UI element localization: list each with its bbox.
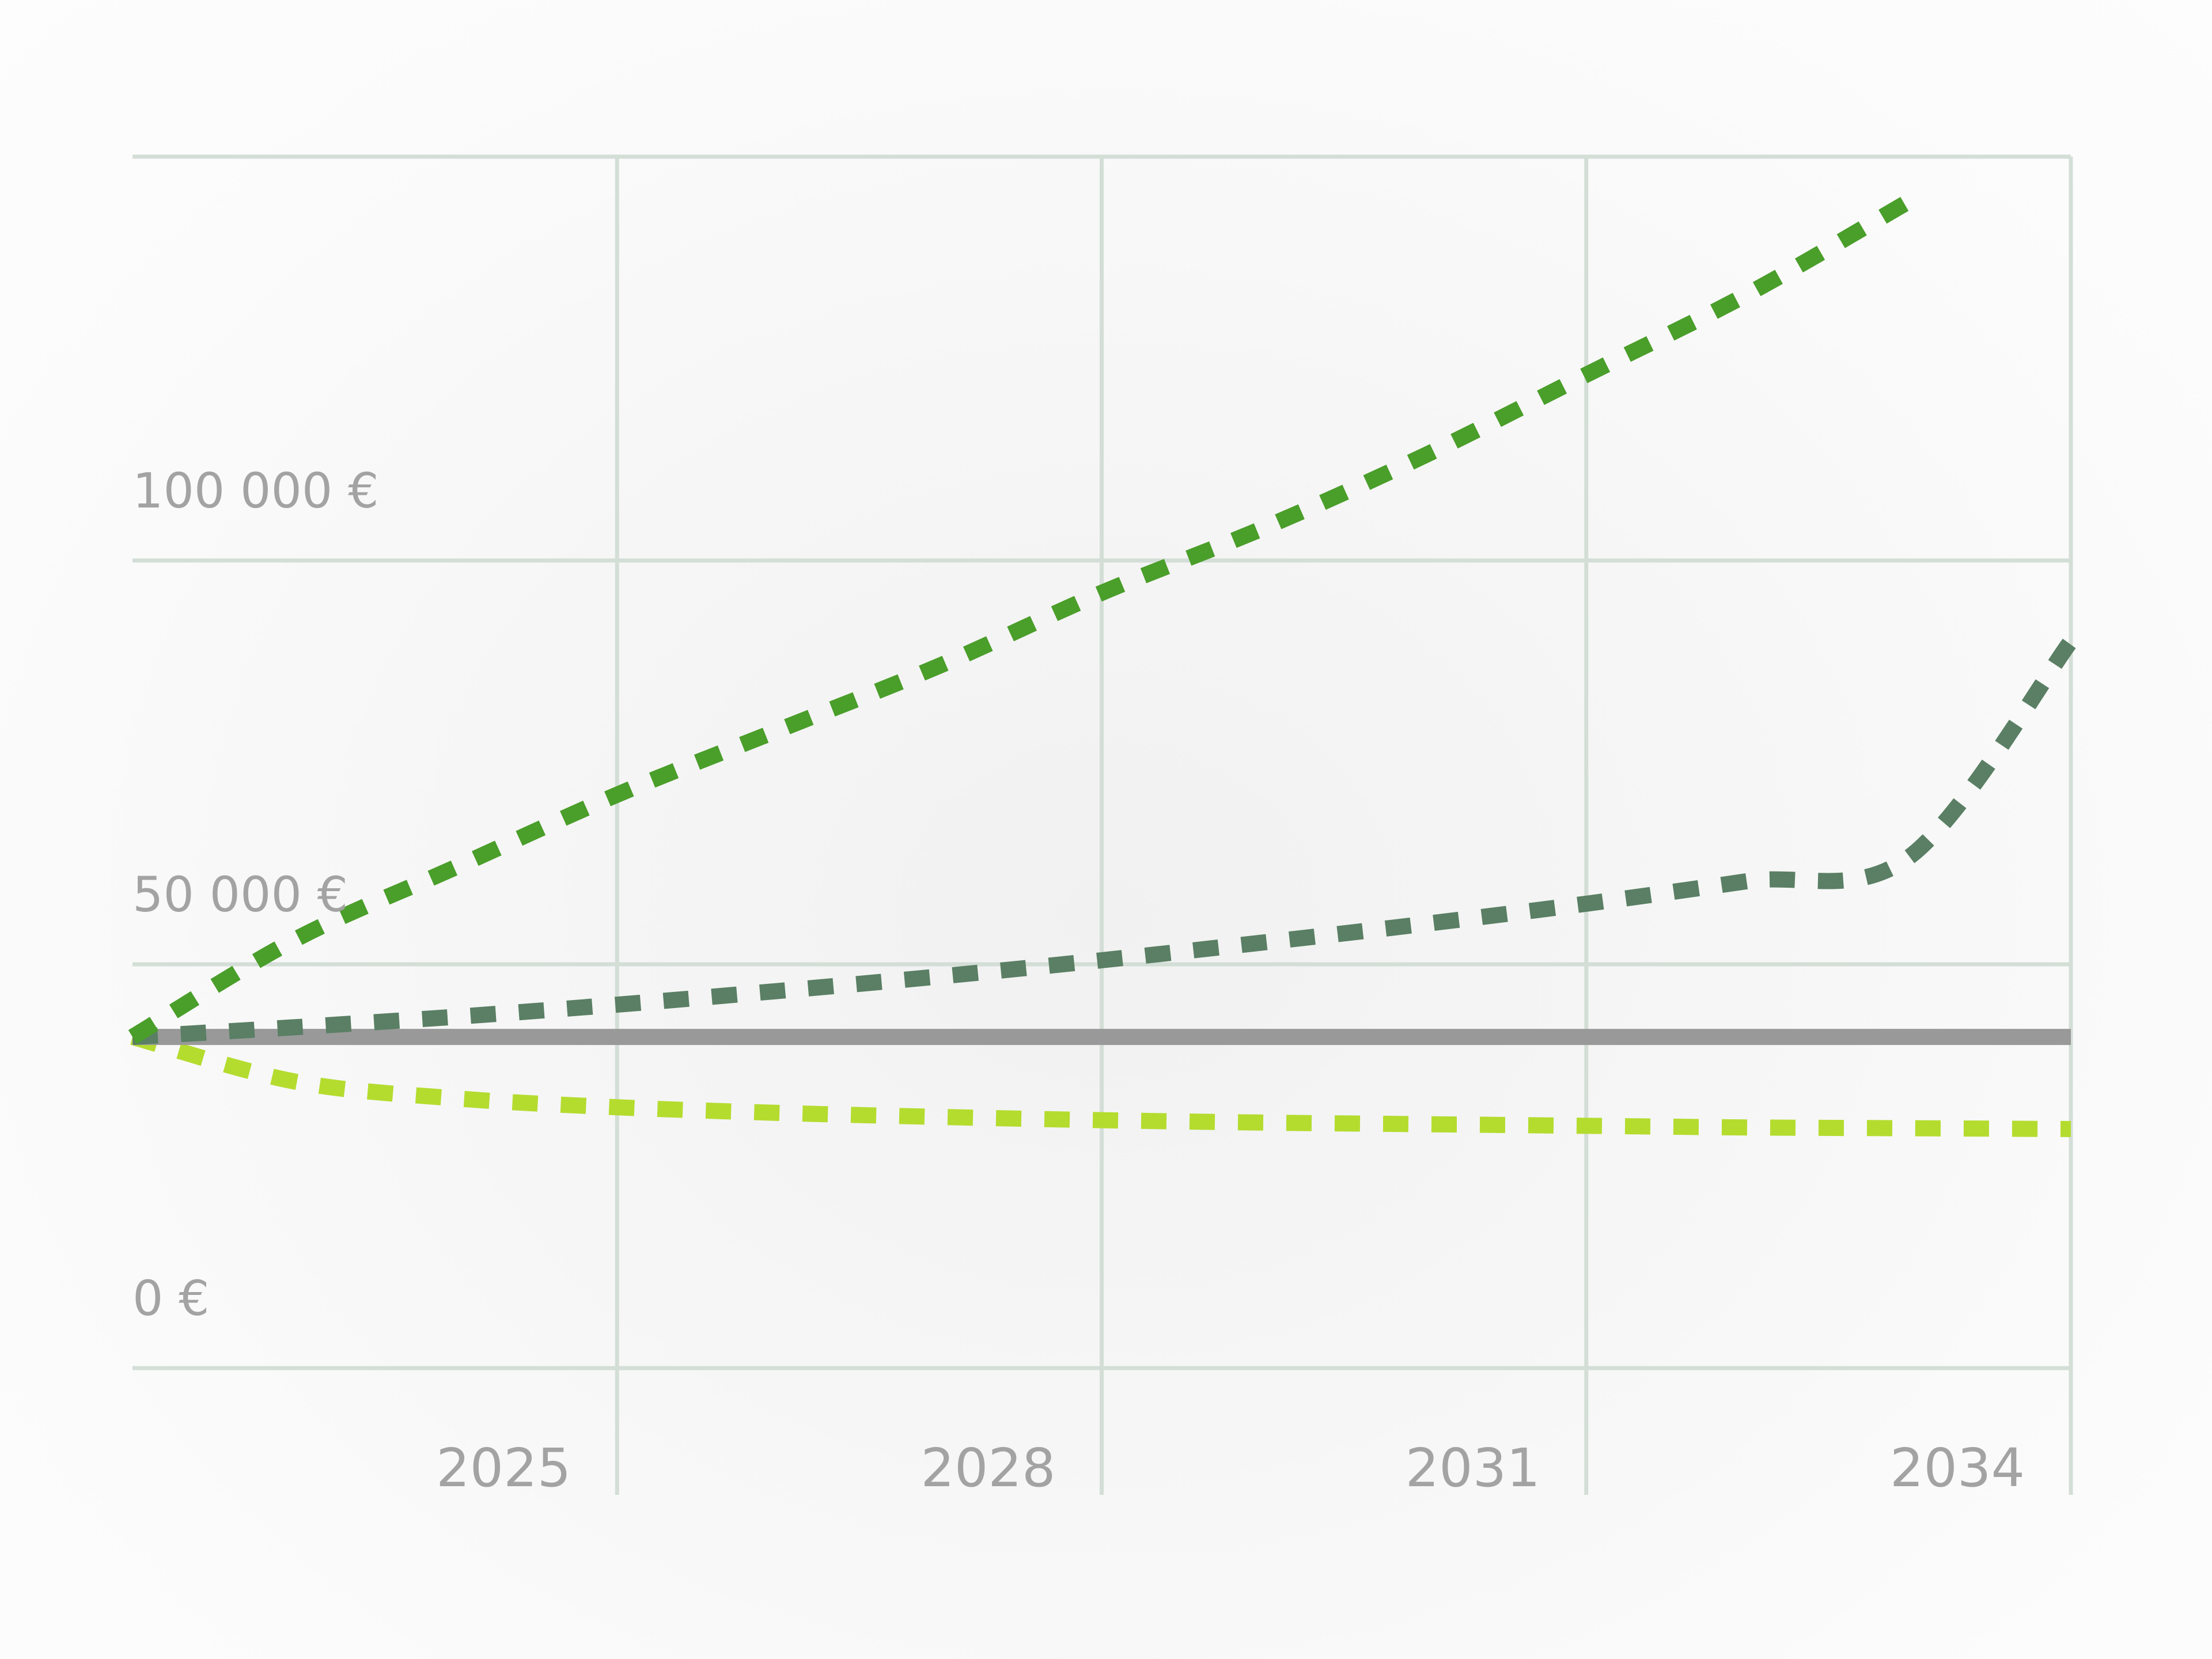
y-tick-label: 100 000 € [132,463,379,519]
x-tick-label: 2025 [436,1437,571,1499]
chart-axis-labels: 0 € 50 000 € 100 000 € 2025 2028 2031 2034 [132,463,2025,1499]
y-tick-label: 50 000 € [132,866,348,923]
x-tick-label: 2034 [1890,1437,2025,1499]
chart-grid [132,154,2073,1495]
series-line-mid [132,636,2078,1046]
series-line-low [130,1029,2071,1138]
x-tick-label: 2031 [1406,1437,1540,1499]
chart-series [128,194,2078,1138]
x-tick-label: 2028 [921,1437,1055,1499]
y-tick-label: 0 € [132,1270,210,1327]
series-line-high [128,194,1914,1044]
